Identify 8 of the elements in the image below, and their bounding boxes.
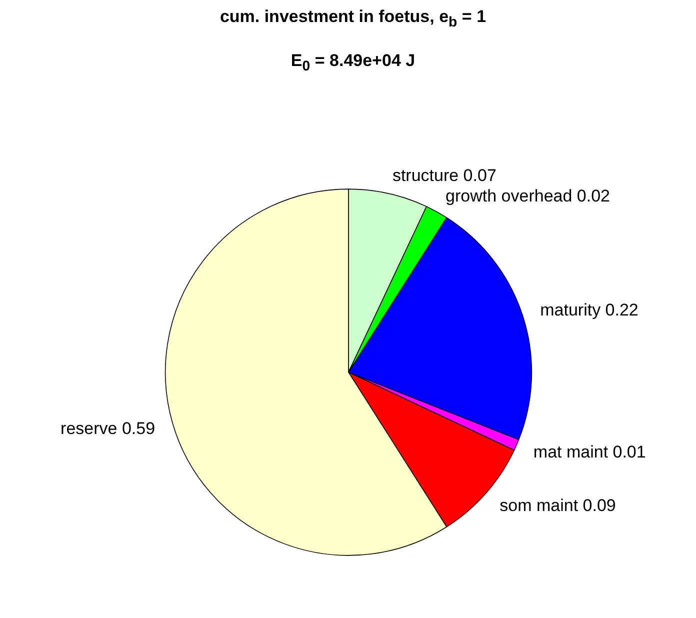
slice-label: growth overhead 0.02 [446,186,610,206]
chart-subtitle: E$_{0}$ = 8.49e+04 J [290,50,416,76]
slice-label: mat maint 0.01 [533,442,646,462]
slice-label: maturity 0.22 [540,300,638,320]
slice-label: structure 0.07 [392,166,496,186]
chart-title: cum. investment in foetus, e$_{b}$ = 1 [220,6,486,32]
slice-label: reserve 0.59 [60,418,156,438]
slice-label: som maint 0.09 [500,496,616,515]
